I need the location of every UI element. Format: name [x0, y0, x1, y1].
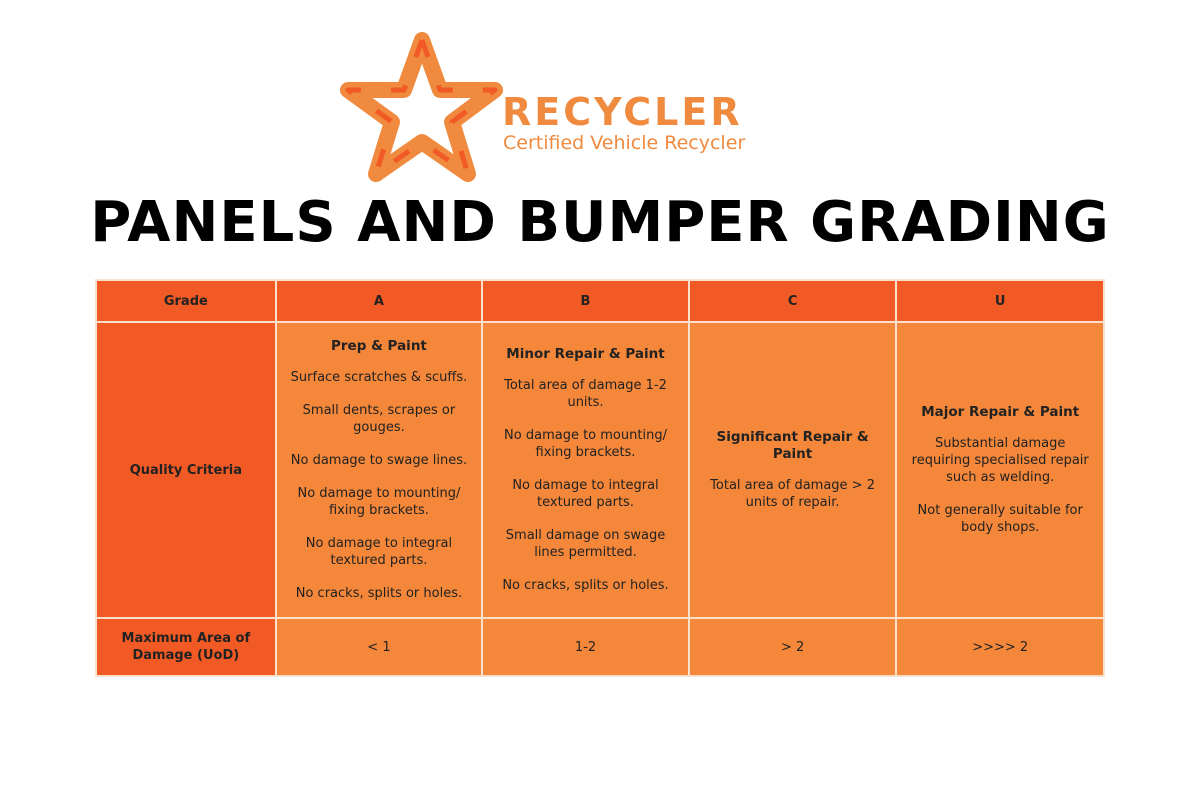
grade-c-criteria: Significant Repair & Paint Total area of…: [687, 321, 898, 619]
grade-b-criteria: Minor Repair & Paint Total area of damag…: [481, 321, 690, 619]
recycle-star-icon: [340, 32, 503, 182]
criteria-row: Quality Criteria Prep & Paint Surface sc…: [95, 321, 1105, 619]
criteria-item: No damage to mounting/ fixing brackets.: [297, 486, 461, 518]
grade-a-header: A: [274, 279, 484, 323]
criteria-item: No cracks, splits or holes.: [295, 586, 463, 601]
grading-table: Grade A B C U Quality Criteria Prep & Pa…: [95, 279, 1105, 677]
grade-a-criteria: Prep & Paint Surface scratches & scuffs.…: [274, 321, 484, 619]
criteria-item: No damage to integral textured parts.: [512, 478, 659, 510]
max-area-row: Maximum Area of Damage (UoD) < 1 1-2 > 2…: [95, 617, 1105, 677]
grade-c-header: C: [687, 279, 898, 323]
grade-a-max-area: < 1: [274, 617, 484, 677]
row-header-criteria: Quality Criteria: [95, 321, 277, 619]
criteria-title: Minor Repair & Paint: [506, 346, 665, 362]
grade-u-max-area: >>>> 2: [895, 617, 1105, 677]
criteria-item: No damage to integral textured parts.: [305, 536, 453, 568]
grade-u-header: U: [895, 279, 1105, 323]
page-title: PANELS AND BUMPER GRADING: [90, 190, 1110, 255]
row-header-max-area: Maximum Area of Damage (UoD): [95, 617, 277, 677]
criteria-item: Substantial damage requiring specialised…: [911, 436, 1089, 485]
grade-c-max-area: > 2: [687, 617, 898, 677]
grade-row: Grade A B C U: [95, 279, 1105, 323]
criteria-item: No cracks, splits or holes.: [502, 578, 669, 593]
logo: [340, 32, 770, 182]
criteria-title: Prep & Paint: [331, 338, 427, 354]
criteria-title: Major Repair & Paint: [921, 404, 1080, 420]
criteria-item: Not generally suitable for body shops.: [917, 503, 1083, 535]
criteria-item: Small damage on swage lines permitted.: [505, 528, 666, 560]
row-header-grade: Grade: [95, 279, 277, 323]
grade-b-max-area: 1-2: [481, 617, 690, 677]
criteria-title: Significant Repair & Paint: [716, 429, 869, 462]
criteria-item: No damage to mounting/ fixing brackets.: [504, 428, 667, 460]
grade-b-header: B: [481, 279, 690, 323]
grade-u-criteria: Major Repair & Paint Substantial damage …: [895, 321, 1105, 619]
brand-tagline: Certified Vehicle Recycler: [503, 132, 746, 154]
criteria-item: Surface scratches & scuffs.: [290, 370, 468, 385]
criteria-item: No damage to swage lines.: [290, 453, 468, 468]
criteria-item: Total area of damage > 2 units of repair…: [710, 478, 875, 510]
brand-name: RECYCLER: [502, 90, 743, 134]
criteria-item: Small dents, scrapes or gouges.: [302, 403, 456, 435]
criteria-item: Total area of damage 1-2 units.: [504, 378, 667, 410]
